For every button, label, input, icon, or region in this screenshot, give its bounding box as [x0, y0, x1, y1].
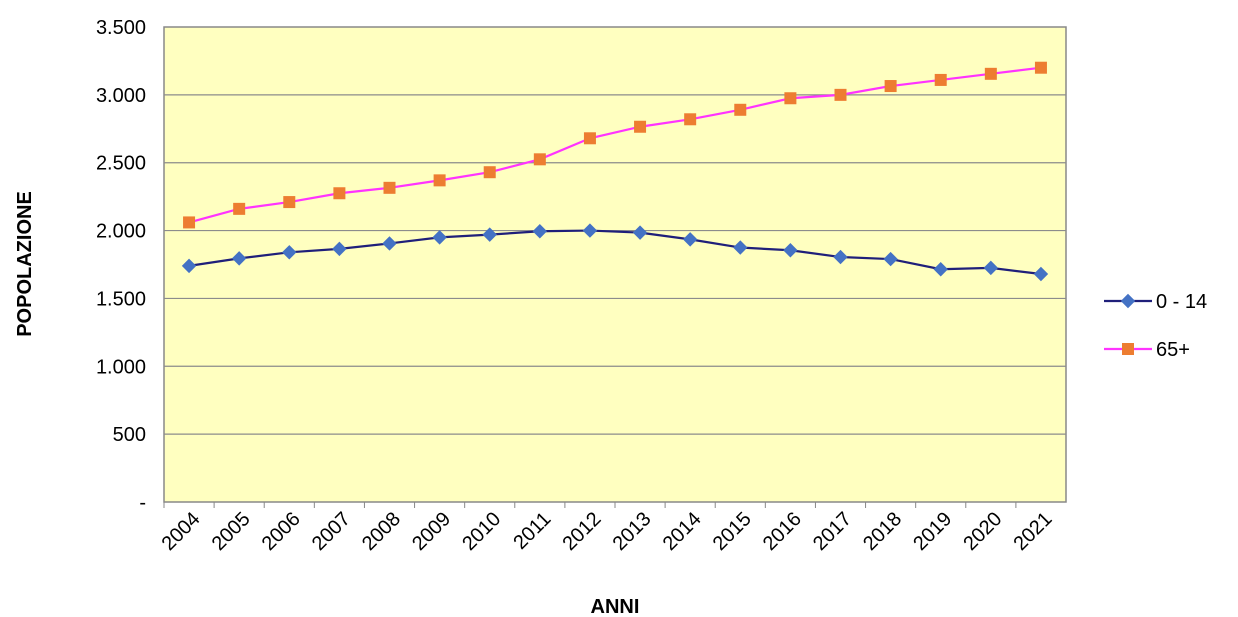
x-tick-label: 2015 — [709, 508, 756, 555]
y-tick-label: 500 — [113, 424, 146, 446]
data-point — [432, 230, 447, 245]
data-point — [482, 227, 497, 242]
y-tick-label: 1.500 — [96, 288, 146, 310]
data-point — [283, 196, 296, 209]
x-tick-label: 2013 — [609, 508, 656, 555]
x-tick-label: 2018 — [859, 508, 906, 555]
data-point — [483, 166, 496, 179]
data-point — [333, 187, 346, 200]
data-point — [181, 258, 197, 274]
x-tick-label: 2020 — [959, 508, 1006, 555]
gridlines — [164, 94, 1066, 435]
x-axis-ticks: 2004 2005 2006 2007 2008 2009 2010 2011 2012 2013… — [158, 502, 1056, 555]
data-point — [282, 245, 297, 260]
x-tick-label: 2012 — [558, 508, 605, 555]
data-point — [383, 181, 396, 194]
data-point — [533, 153, 546, 166]
y-tick-label: 1.000 — [96, 356, 146, 378]
series-1 — [183, 61, 1047, 229]
data-point — [833, 249, 848, 265]
data-point — [583, 132, 596, 145]
x-tick-label: 2016 — [759, 508, 806, 555]
data-point — [183, 216, 196, 229]
x-tick-label: 2005 — [208, 508, 255, 555]
y-tick-label: 2.500 — [96, 153, 146, 175]
y-tick-label: 2.000 — [96, 221, 146, 243]
data-point — [634, 120, 647, 133]
data-point — [532, 224, 548, 239]
data-point — [682, 232, 698, 247]
data-point — [632, 225, 648, 240]
plot-area — [163, 26, 1067, 503]
data-point — [231, 251, 247, 266]
data-point — [733, 240, 748, 255]
x-tick-label: 2006 — [258, 508, 305, 555]
data-point — [883, 251, 898, 267]
x-tick-label: 2011 — [509, 508, 555, 554]
data-point — [984, 67, 997, 80]
legend-label: 0 - 14 — [1156, 291, 1207, 313]
legend-label: 65+ — [1156, 339, 1190, 361]
data-point — [784, 92, 797, 105]
y-axis-title: POPOLAZIONE — [14, 191, 36, 337]
data-point — [1034, 61, 1047, 74]
x-tick-label: 2009 — [408, 508, 455, 555]
x-axis-title: ANNI — [591, 596, 640, 617]
series-line — [188, 229, 1042, 276]
y-axis-ticks: - 500 1.000 1.500 2.000 2.500 3.000 3.500 — [96, 17, 146, 514]
x-tick-label: 2019 — [909, 508, 956, 555]
data-point — [332, 241, 347, 257]
data-point — [233, 202, 246, 215]
data-point — [684, 113, 697, 126]
series-0 — [181, 223, 1049, 282]
data-point — [783, 243, 798, 258]
data-point — [933, 262, 948, 277]
data-point — [1033, 266, 1049, 282]
x-tick-label: 2008 — [358, 508, 405, 555]
data-point — [734, 103, 747, 116]
x-tick-label: 2017 — [809, 508, 856, 555]
data-point — [884, 80, 897, 93]
y-tick-label: 3.000 — [96, 85, 146, 107]
legend-marker — [1120, 293, 1136, 309]
y-tick-label: 3.500 — [96, 17, 146, 39]
data-point — [433, 174, 446, 187]
series-layer — [181, 61, 1049, 282]
legend-entry: 65+ — [1104, 339, 1190, 361]
data-point — [834, 88, 847, 101]
legend-marker — [1122, 343, 1134, 355]
data-point — [934, 73, 947, 86]
legend: 0 - 14 65+ — [1104, 291, 1207, 361]
y-tick-label: - — [139, 492, 146, 514]
x-tick-label: 2021 — [1009, 508, 1056, 555]
legend-entry: 0 - 14 — [1104, 291, 1207, 313]
x-tick-label: 2010 — [458, 508, 505, 555]
data-point — [382, 236, 397, 251]
x-tick-label: 2004 — [158, 508, 205, 555]
series-line — [188, 66, 1042, 224]
data-point — [983, 260, 999, 276]
x-tick-label: 2007 — [308, 508, 355, 555]
data-point — [582, 223, 598, 238]
x-tick-label: 2014 — [659, 508, 706, 555]
